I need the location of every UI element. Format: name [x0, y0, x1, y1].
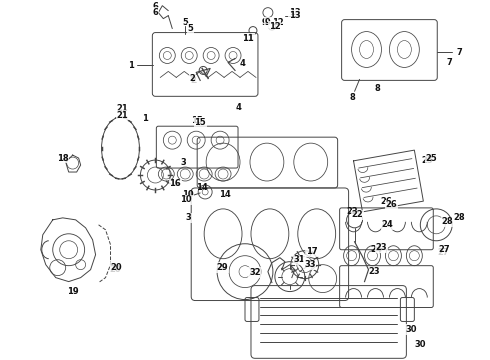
Text: 30: 30 [406, 325, 417, 334]
Text: 1: 1 [143, 114, 148, 123]
Text: 18: 18 [57, 154, 69, 163]
Text: 4: 4 [235, 103, 241, 112]
Text: 31: 31 [294, 255, 306, 264]
Text: 25: 25 [425, 154, 437, 163]
Text: 26: 26 [381, 197, 392, 206]
Text: 16: 16 [170, 180, 181, 189]
Text: 9: 9 [265, 18, 271, 27]
Text: 20: 20 [110, 265, 122, 274]
Text: 8: 8 [350, 93, 355, 102]
Text: 4: 4 [239, 59, 245, 68]
Text: 15: 15 [195, 118, 206, 127]
Text: 13: 13 [289, 8, 301, 17]
Text: 10: 10 [182, 190, 194, 199]
Text: 9: 9 [262, 18, 268, 27]
Text: 13: 13 [289, 11, 301, 20]
Text: 31: 31 [294, 255, 306, 264]
Text: 6: 6 [152, 2, 158, 11]
Text: 19: 19 [67, 287, 78, 296]
Text: 18: 18 [57, 154, 69, 163]
Text: 24: 24 [382, 220, 393, 229]
Text: 19: 19 [67, 287, 78, 296]
Text: 8: 8 [375, 84, 380, 93]
Text: 29: 29 [216, 263, 228, 272]
Text: 10: 10 [180, 195, 192, 204]
Text: 27: 27 [439, 245, 450, 254]
Text: 21: 21 [117, 111, 128, 120]
Text: 22: 22 [352, 210, 364, 219]
Text: 7: 7 [446, 58, 452, 67]
Text: 7: 7 [456, 48, 462, 57]
Text: 28: 28 [453, 213, 465, 222]
Text: 32: 32 [249, 268, 261, 277]
Text: 2: 2 [190, 76, 196, 85]
Text: 16: 16 [170, 180, 181, 189]
Text: 2: 2 [189, 74, 195, 83]
Text: 14: 14 [219, 190, 231, 199]
Text: 30: 30 [415, 340, 426, 349]
Text: 12: 12 [272, 18, 284, 27]
Text: 15: 15 [191, 116, 203, 125]
Text: 17: 17 [306, 247, 318, 256]
Text: 5: 5 [187, 24, 193, 33]
Text: 12: 12 [269, 22, 281, 31]
Text: 14: 14 [196, 184, 208, 193]
Text: 29: 29 [216, 263, 228, 272]
Text: 33: 33 [304, 260, 316, 269]
Text: 23: 23 [376, 243, 387, 252]
Text: 11: 11 [242, 34, 254, 43]
Text: 22: 22 [347, 207, 359, 216]
Text: 33: 33 [304, 260, 316, 269]
Text: 5: 5 [182, 18, 188, 27]
Text: 28: 28 [441, 217, 453, 226]
Text: 27: 27 [438, 248, 449, 257]
Text: 20: 20 [111, 263, 122, 272]
Text: 24: 24 [370, 245, 382, 254]
Text: 32: 32 [249, 268, 261, 277]
Text: 11: 11 [242, 34, 254, 43]
Text: 26: 26 [386, 201, 397, 210]
Text: 21: 21 [117, 104, 128, 113]
Text: 1: 1 [128, 61, 134, 70]
Text: 3: 3 [180, 158, 186, 167]
Text: 23: 23 [368, 267, 380, 276]
Text: 6: 6 [152, 8, 158, 17]
Text: 17: 17 [306, 247, 318, 256]
Text: 3: 3 [185, 213, 191, 222]
Text: 25: 25 [421, 156, 433, 165]
